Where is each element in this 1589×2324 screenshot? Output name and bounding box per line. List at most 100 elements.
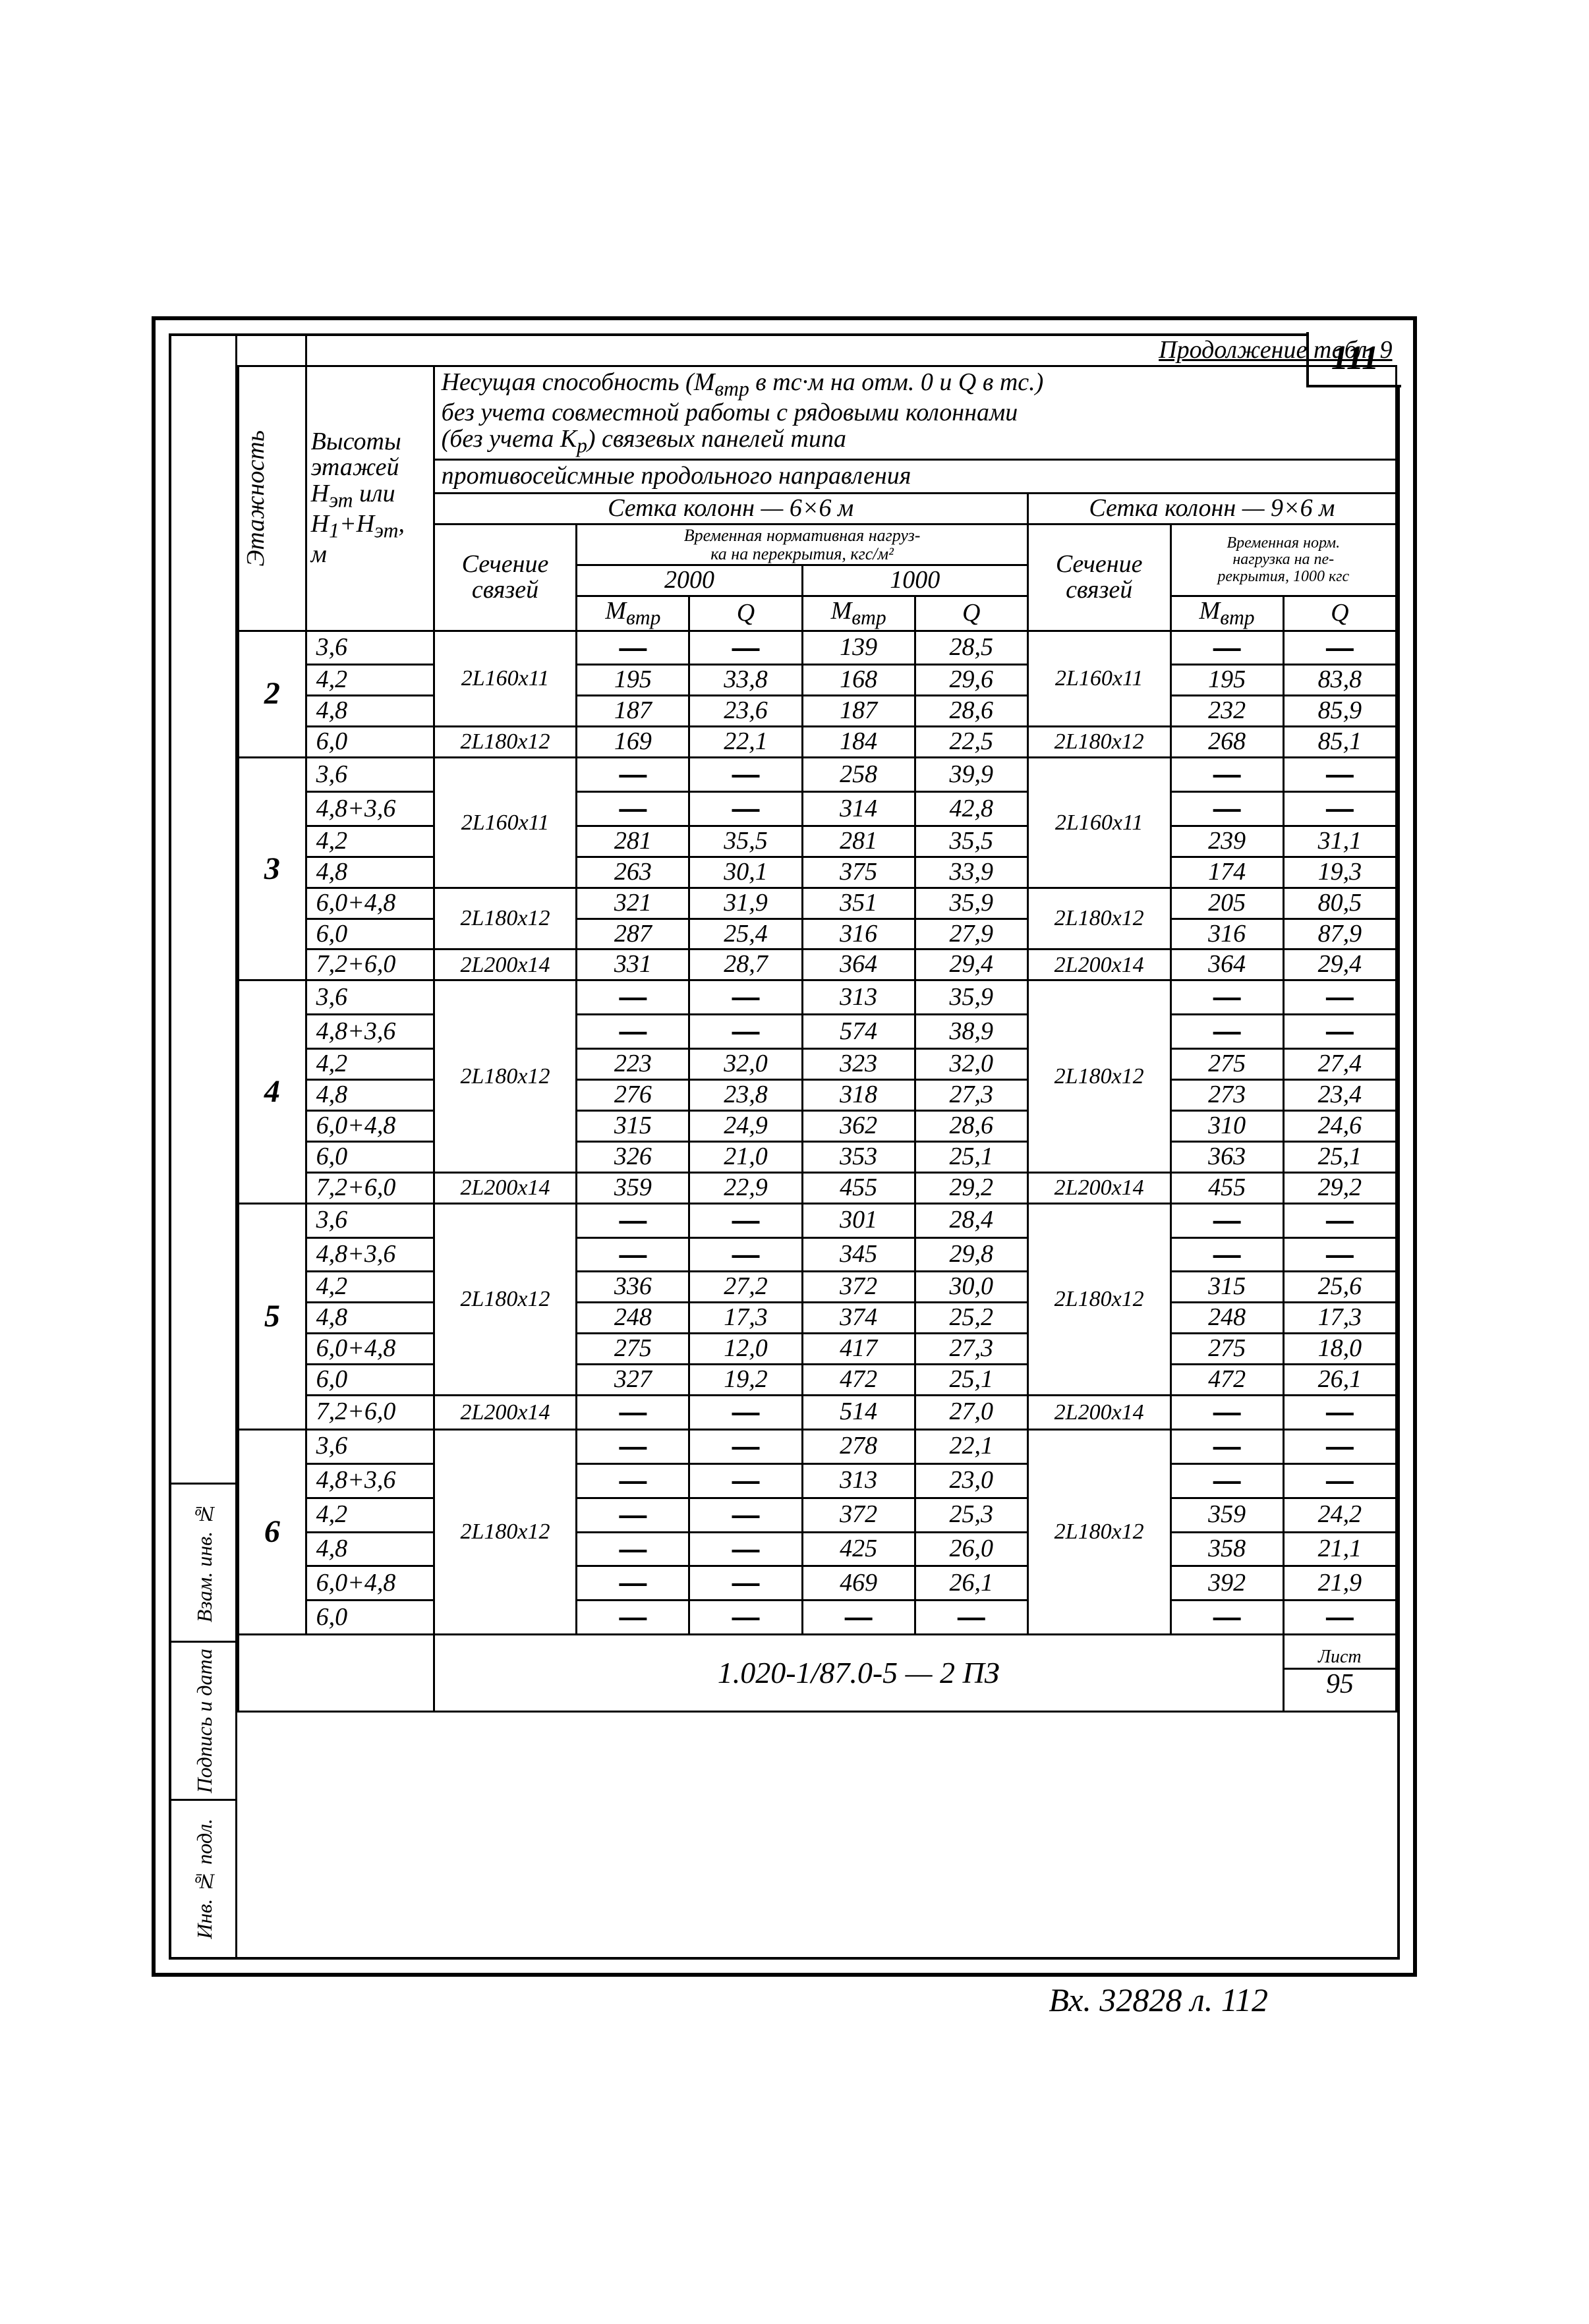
table-row: 7,2+6,02L200x1433128,736429,42L200x14364… — [239, 949, 1397, 980]
m-2000: — — [577, 1237, 689, 1272]
m-2000: 275 — [577, 1334, 689, 1365]
hdr-m-1000: Мвтр — [802, 596, 915, 631]
q-2000: 25,4 — [689, 919, 802, 949]
m-2000: — — [577, 1566, 689, 1601]
m-1000: 139 — [802, 631, 915, 665]
q-9x6: — — [1283, 1463, 1396, 1498]
m-1000: 318 — [802, 1080, 915, 1111]
height-cell: 4,8+3,6 — [306, 1463, 434, 1498]
m-2000: 359 — [577, 1172, 689, 1203]
m-1000: 313 — [802, 980, 915, 1015]
m-9x6: 310 — [1170, 1110, 1283, 1141]
section-cell-1: 2L200x14 — [434, 1172, 577, 1203]
q-1000: 29,4 — [915, 949, 1027, 980]
hdr-grid-6x6: Сетка колонн — 6×6 м — [434, 494, 1027, 524]
height-cell: 6,0 — [306, 727, 434, 758]
m-9x6: 363 — [1170, 1141, 1283, 1172]
m-2000: — — [577, 758, 689, 792]
q-1000: 27,0 — [915, 1395, 1027, 1429]
q-1000: 25,1 — [915, 1365, 1027, 1396]
q-2000: 22,1 — [689, 727, 802, 758]
hdr-sech-2: Сечение связей — [1027, 524, 1170, 631]
q-9x6: 21,9 — [1283, 1566, 1396, 1601]
q-1000: — — [915, 1601, 1027, 1635]
m-2000: — — [577, 1601, 689, 1635]
m-9x6: — — [1170, 1429, 1283, 1463]
m-9x6: 455 — [1170, 1172, 1283, 1203]
m-1000: 417 — [802, 1334, 915, 1365]
q-9x6: — — [1283, 1015, 1396, 1049]
q-2000: 32,0 — [689, 1049, 802, 1080]
section-cell-2: 2L180x12 — [1027, 888, 1170, 949]
height-cell: 7,2+6,0 — [306, 1172, 434, 1203]
q-9x6: — — [1283, 631, 1396, 665]
height-cell: 4,8+3,6 — [306, 1015, 434, 1049]
q-9x6: 26,1 — [1283, 1365, 1396, 1396]
q-2000: 23,8 — [689, 1080, 802, 1111]
q-1000: 38,9 — [915, 1015, 1027, 1049]
section-cell-2: 2L180x12 — [1027, 980, 1170, 1172]
hdr-sech-1: Сечение связей — [434, 524, 577, 631]
height-cell: 4,2 — [306, 665, 434, 696]
q-1000: 27,9 — [915, 919, 1027, 949]
table-row: 6,032719,247225,147226,1 — [239, 1365, 1397, 1396]
height-cell: 7,2+6,0 — [306, 949, 434, 980]
etazh-cell: 2 — [239, 631, 306, 758]
q-1000: 35,9 — [915, 888, 1027, 919]
q-2000: 24,9 — [689, 1110, 802, 1141]
q-2000: 22,9 — [689, 1172, 802, 1203]
q-9x6: — — [1283, 792, 1396, 826]
q-2000: — — [689, 980, 802, 1015]
height-cell: 4,8 — [306, 696, 434, 727]
q-2000: — — [689, 1532, 802, 1566]
height-cell: 4,2 — [306, 826, 434, 857]
m-1000: 278 — [802, 1429, 915, 1463]
q-2000: — — [689, 1237, 802, 1272]
section-cell-2: 2L200x14 — [1027, 949, 1170, 980]
q-9x6: — — [1283, 758, 1396, 792]
height-cell: 6,0+4,8 — [306, 1566, 434, 1601]
m-9x6: — — [1170, 1463, 1283, 1498]
m-9x6: — — [1170, 1015, 1283, 1049]
height-cell: 4,8 — [306, 857, 434, 888]
hdr-q-9x6: Q — [1283, 596, 1396, 631]
q-9x6: 85,9 — [1283, 696, 1396, 727]
q-9x6: — — [1283, 1395, 1396, 1429]
table-row: 6,0+4,827512,041727,327518,0 — [239, 1334, 1397, 1365]
table-row: 6,0+4,8——46926,139221,9 — [239, 1566, 1397, 1601]
hdr-q-2000: Q — [689, 596, 802, 631]
section-cell-2: 2L200x14 — [1027, 1395, 1170, 1429]
hdr-2000: 2000 — [577, 565, 802, 596]
q-2000: — — [689, 1498, 802, 1532]
q-1000: 32,0 — [915, 1049, 1027, 1080]
q-2000: — — [689, 1015, 802, 1049]
q-9x6: 25,6 — [1283, 1272, 1396, 1303]
m-9x6: 239 — [1170, 826, 1283, 857]
continuation-title: Продолжение табл. 9 — [306, 336, 1396, 366]
q-1000: 29,2 — [915, 1172, 1027, 1203]
m-1000: 316 — [802, 919, 915, 949]
m-1000: 372 — [802, 1272, 915, 1303]
etazh-cell: 4 — [239, 980, 306, 1203]
q-1000: 25,1 — [915, 1141, 1027, 1172]
m-9x6: 316 — [1170, 919, 1283, 949]
q-9x6: — — [1283, 1237, 1396, 1272]
footer-sheet: Лист95 — [1283, 1635, 1396, 1712]
m-2000: — — [577, 1395, 689, 1429]
m-2000: — — [577, 1532, 689, 1566]
hdr-load-2: Временная норм.нагрузка на пе-рекрытия, … — [1170, 524, 1396, 596]
height-cell: 6,0 — [306, 1601, 434, 1635]
q-1000: 28,4 — [915, 1203, 1027, 1237]
section-cell-2: 2L180x12 — [1027, 1429, 1170, 1634]
m-9x6: 232 — [1170, 696, 1283, 727]
table-row: 43,62L180x12——31335,92L180x12—— — [239, 980, 1397, 1015]
m-9x6: 248 — [1170, 1303, 1283, 1334]
q-2000: 28,7 — [689, 949, 802, 980]
q-1000: 30,0 — [915, 1272, 1027, 1303]
hdr-capacity: Несущая способность (Мвтр в тс·м на отм.… — [434, 366, 1396, 460]
m-2000: 187 — [577, 696, 689, 727]
m-2000: 276 — [577, 1080, 689, 1111]
col-etazhnost: Этажность — [239, 366, 306, 631]
section-cell-1: 2L200x14 — [434, 1395, 577, 1429]
height-cell: 3,6 — [306, 1203, 434, 1237]
